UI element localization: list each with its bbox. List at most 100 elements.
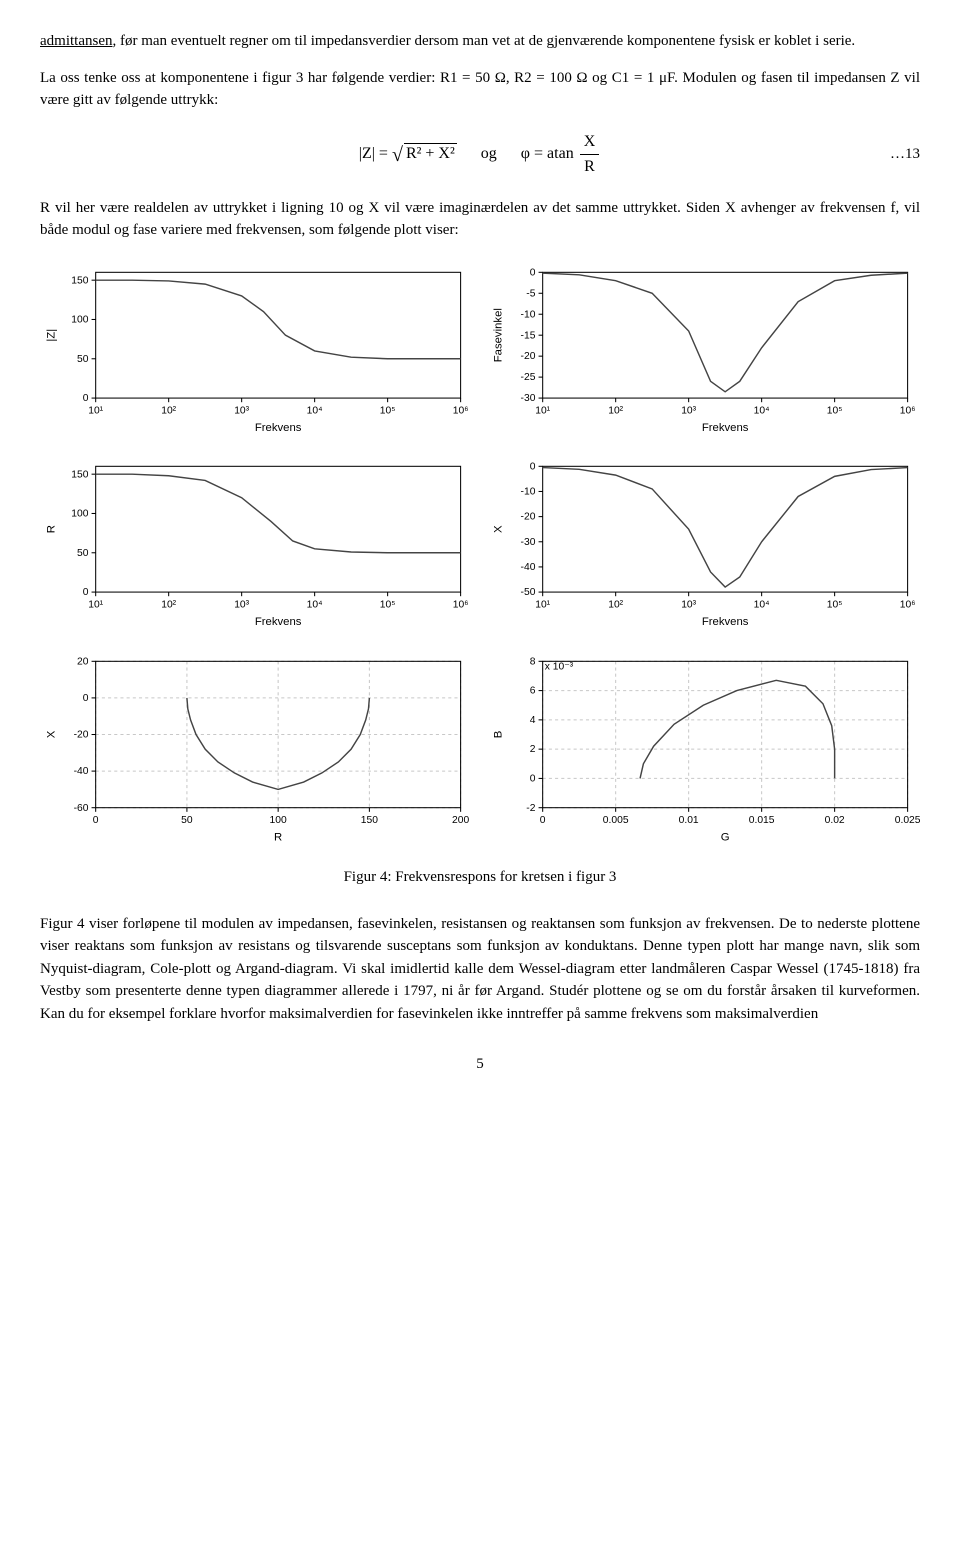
svg-text:10⁵: 10⁵	[380, 405, 396, 416]
svg-text:8: 8	[530, 656, 536, 667]
svg-text:-2: -2	[526, 803, 535, 814]
svg-text:0: 0	[530, 267, 536, 278]
para1-rest: , før man eventuelt regner om til impeda…	[112, 33, 855, 49]
svg-text:4: 4	[530, 715, 536, 726]
svg-text:0.005: 0.005	[603, 815, 629, 826]
svg-text:B: B	[492, 731, 504, 739]
svg-text:R: R	[45, 525, 57, 533]
svg-text:10⁵: 10⁵	[380, 600, 396, 611]
eq13-frac: X R	[580, 130, 600, 179]
eq13-join: og	[481, 145, 497, 162]
admittansen-underlined: admittansen	[40, 33, 112, 49]
svg-text:R: R	[274, 832, 282, 844]
eq13-lhs2: φ = atan	[521, 145, 574, 162]
svg-text:6: 6	[530, 686, 536, 697]
svg-text:Frekvens: Frekvens	[702, 422, 749, 434]
eq13-number: …13	[890, 143, 920, 166]
eq13-frac-top: X	[580, 130, 600, 155]
svg-text:0: 0	[530, 462, 536, 473]
equation-13: |Z| = √R² + X² og φ = atan X R …13	[40, 130, 920, 179]
svg-text:10⁴: 10⁴	[754, 600, 770, 611]
svg-text:0: 0	[83, 693, 89, 704]
eq13-frac-bot: R	[580, 155, 600, 179]
svg-text:|Z|: |Z|	[45, 328, 57, 341]
paragraph-1: admittansen, før man eventuelt regner om…	[40, 30, 920, 53]
svg-text:0.025: 0.025	[895, 815, 920, 826]
eq13-lhs1: |Z| =	[359, 145, 388, 162]
svg-text:10¹: 10¹	[535, 405, 550, 416]
svg-text:-40: -40	[74, 766, 89, 777]
svg-text:20: 20	[77, 656, 89, 667]
eq13-sqrt: R² + X²	[404, 143, 457, 162]
svg-text:-30: -30	[521, 393, 536, 404]
svg-text:150: 150	[71, 470, 88, 481]
svg-text:0: 0	[540, 815, 546, 826]
svg-text:-10: -10	[521, 487, 536, 498]
svg-text:10¹: 10¹	[88, 600, 103, 611]
svg-text:150: 150	[71, 275, 88, 286]
svg-text:50: 50	[77, 548, 89, 559]
svg-text:10³: 10³	[234, 405, 249, 416]
svg-text:Frekvens: Frekvens	[255, 616, 302, 628]
svg-text:0: 0	[83, 587, 89, 598]
svg-text:10³: 10³	[681, 405, 696, 416]
svg-text:10²: 10²	[161, 405, 176, 416]
svg-text:-40: -40	[521, 562, 536, 573]
svg-text:-20: -20	[521, 351, 536, 362]
svg-text:X: X	[492, 525, 504, 533]
svg-text:10⁴: 10⁴	[307, 405, 323, 416]
svg-text:10⁶: 10⁶	[900, 405, 916, 416]
svg-text:2: 2	[530, 744, 536, 755]
svg-text:0: 0	[83, 393, 89, 404]
svg-text:-50: -50	[521, 587, 536, 598]
svg-text:0.01: 0.01	[679, 815, 699, 826]
svg-text:10⁴: 10⁴	[754, 405, 770, 416]
svg-text:Frekvens: Frekvens	[702, 616, 749, 628]
svg-text:10⁶: 10⁶	[453, 600, 469, 611]
svg-text:100: 100	[270, 815, 287, 826]
svg-text:-30: -30	[521, 537, 536, 548]
svg-text:10¹: 10¹	[88, 405, 103, 416]
chart-R: 10¹ 10² 10³ 10⁴ 10⁵ 10⁶ 0 50 100 150 Frekvens R	[40, 456, 473, 631]
svg-text:0.02: 0.02	[825, 815, 845, 826]
svg-text:150: 150	[361, 815, 378, 826]
svg-text:200: 200	[452, 815, 469, 826]
svg-text:G: G	[721, 832, 730, 844]
page-number: 5	[40, 1053, 920, 1076]
svg-text:Fasevinkel: Fasevinkel	[492, 308, 504, 362]
svg-text:50: 50	[77, 353, 89, 364]
svg-text:0: 0	[530, 774, 536, 785]
svg-text:X: X	[45, 730, 57, 738]
chart-phase: 10¹ 10² 10³ 10⁴ 10⁵ 10⁶ -30 -25 -20 -15 -10 -5 0 Frek…	[487, 262, 920, 437]
svg-text:10²: 10²	[608, 405, 623, 416]
figure-4: 10¹ 10² 10³ 10⁴ 10⁵ 10⁶ 0 50 100 150 Frekvens |Z| 1…	[40, 262, 920, 855]
svg-text:-20: -20	[74, 730, 89, 741]
chart-XR: 050100150200-60-40-20020RX	[40, 651, 473, 847]
svg-text:10⁴: 10⁴	[307, 600, 323, 611]
svg-text:10⁵: 10⁵	[827, 405, 843, 416]
svg-text:-10: -10	[521, 309, 536, 320]
svg-text:-20: -20	[521, 512, 536, 523]
svg-text:50: 50	[181, 815, 193, 826]
svg-text:-5: -5	[526, 288, 535, 299]
svg-text:Frekvens: Frekvens	[255, 422, 302, 434]
paragraph-2: La oss tenke oss at komponentene i figur…	[40, 67, 920, 112]
svg-text:-15: -15	[521, 330, 536, 341]
paragraph-3: R vil her være realdelen av uttrykket i …	[40, 197, 920, 242]
chart-Xf: 10¹10²10³10⁴10⁵10⁶-50-40-30-20-100Frekve…	[487, 456, 920, 631]
svg-text:0.015: 0.015	[749, 815, 775, 826]
svg-text:10²: 10²	[161, 600, 176, 611]
svg-text:0: 0	[93, 815, 99, 826]
svg-text:10³: 10³	[681, 600, 696, 611]
svg-text:10⁶: 10⁶	[453, 405, 469, 416]
paragraph-4: Figur 4 viser forløpene til modulen av i…	[40, 913, 920, 1026]
svg-text:10⁵: 10⁵	[827, 600, 843, 611]
svg-text:x 10⁻³: x 10⁻³	[545, 662, 574, 673]
chart-Z: 10¹10²10³10⁴10⁵10⁶050100150Frekvens|Z|	[40, 262, 473, 437]
svg-text:100: 100	[71, 509, 88, 520]
chart-BG: 0 0.005 0.01 0.015 0.02 0.025 -2 0 2 4 6 8 G Bx 10⁻³	[487, 651, 920, 847]
svg-text:-25: -25	[521, 372, 536, 383]
sqrt-icon: √	[392, 144, 403, 166]
svg-text:10³: 10³	[234, 600, 249, 611]
svg-text:10¹: 10¹	[535, 600, 550, 611]
